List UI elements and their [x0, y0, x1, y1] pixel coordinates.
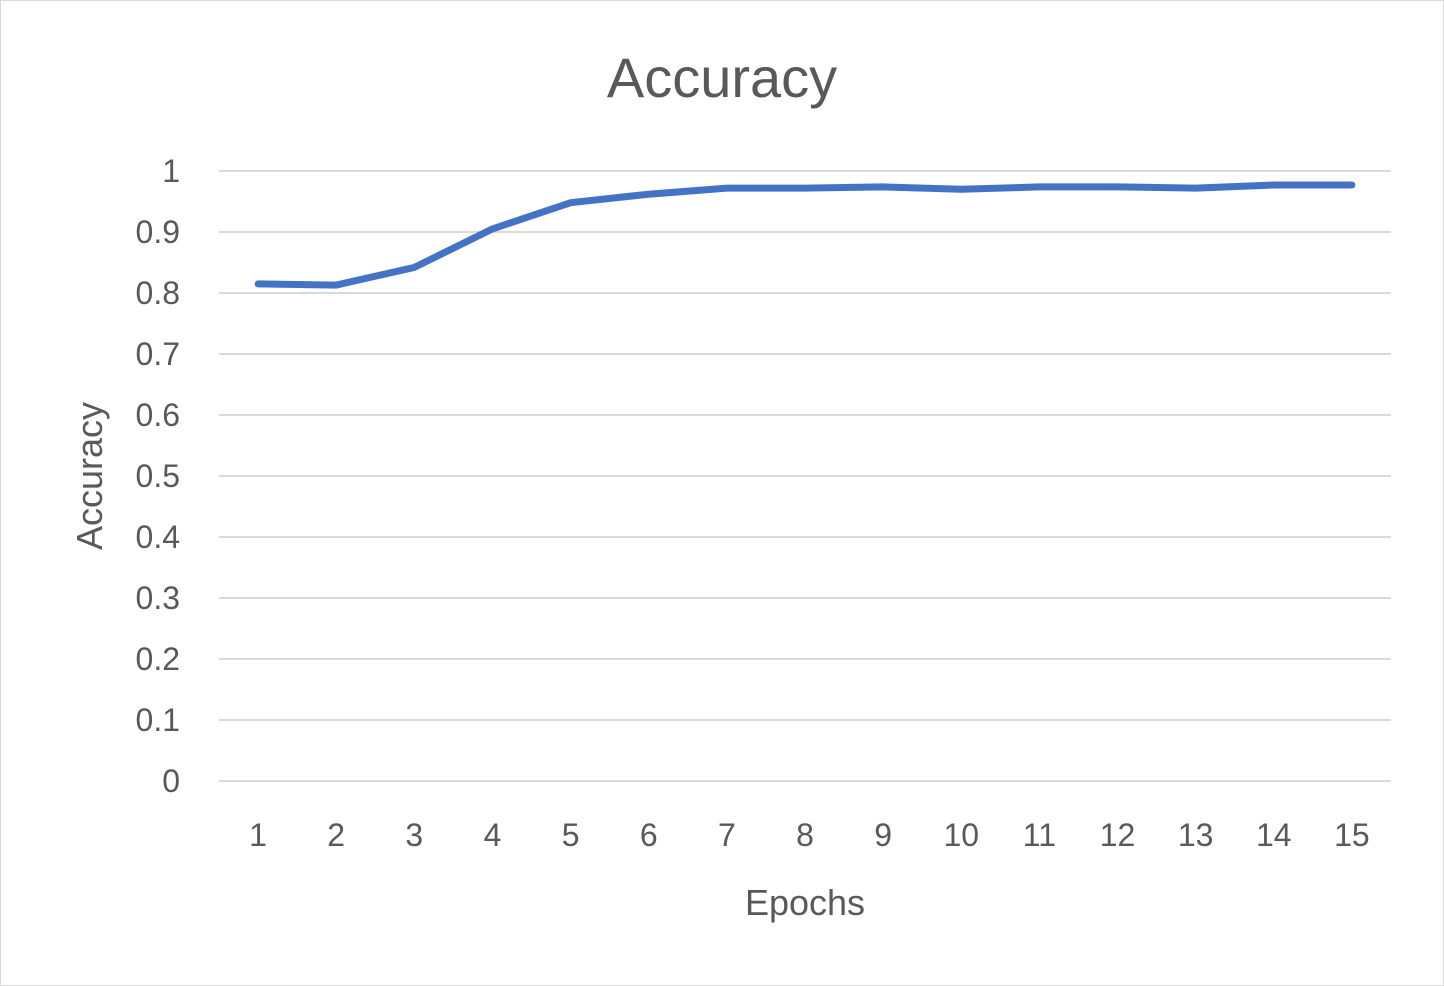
- chart-title: Accuracy: [607, 46, 837, 109]
- series-line: [254, 181, 1356, 289]
- y-tick-label: 0.6: [136, 397, 180, 433]
- x-tick-label: 7: [718, 817, 736, 853]
- x-tick-label: 8: [796, 817, 814, 853]
- x-tick-label: 6: [640, 817, 658, 853]
- y-tick-label: 0: [162, 763, 180, 799]
- y-tick-label: 0.4: [136, 519, 180, 555]
- x-tick-label: 12: [1100, 817, 1136, 853]
- x-axis-title: Epochs: [745, 882, 865, 923]
- x-tick-label: 2: [327, 817, 345, 853]
- x-axis-ticks: 1 2 3 4 5 6 7 8 9 10 11 12 13 14 15: [249, 817, 1370, 853]
- x-tick-label: 9: [874, 817, 892, 853]
- y-axis-ticks: 0 0.1 0.2 0.3 0.4 0.5 0.6 0.7 0.8 0.9 1: [136, 153, 180, 799]
- y-tick-label: 0.9: [136, 214, 180, 250]
- gridlines: [219, 170, 1391, 782]
- y-tick-label: 0.1: [136, 702, 180, 738]
- x-tick-label: 1: [249, 817, 267, 853]
- y-tick-label: 0.3: [136, 580, 180, 616]
- y-tick-label: 0.5: [136, 458, 180, 494]
- y-tick-label: 1: [162, 153, 180, 189]
- x-tick-label: 4: [484, 817, 502, 853]
- y-tick-label: 0.7: [136, 336, 180, 372]
- y-tick-label: 0.2: [136, 641, 180, 677]
- x-tick-label: 10: [943, 817, 979, 853]
- y-tick-label: 0.8: [136, 275, 180, 311]
- series-layer: [254, 181, 1356, 289]
- x-tick-label: 15: [1334, 817, 1370, 853]
- x-tick-label: 5: [562, 817, 580, 853]
- x-tick-label: 3: [405, 817, 423, 853]
- y-axis-title: Accuracy: [69, 402, 110, 550]
- x-tick-label: 13: [1178, 817, 1214, 853]
- x-tick-label: 11: [1023, 817, 1056, 853]
- x-tick-label: 14: [1256, 817, 1292, 853]
